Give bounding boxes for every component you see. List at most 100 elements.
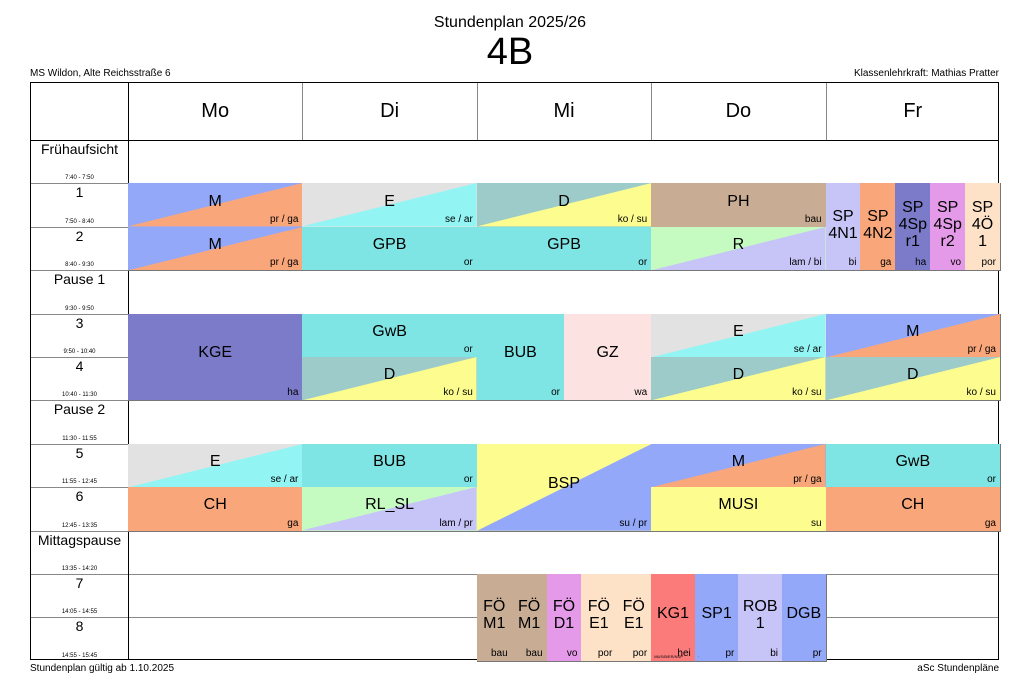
lesson-subject-line: FÖ (587, 598, 610, 616)
lesson-cell[interactable]: FÖ D1 vo (546, 574, 583, 662)
vendor-note: aSc Stundenpläne (917, 663, 999, 674)
row-name: 7 (75, 575, 84, 591)
lesson-cell[interactable]: SP 4Sp r1 ha (895, 183, 932, 272)
lesson-teacher: se / ar (444, 213, 473, 225)
lesson-cell[interactable]: DGB pr (782, 574, 827, 662)
day-column-divider (825, 83, 827, 140)
lesson-cell[interactable]: FÖ M1 bau (511, 574, 548, 662)
row-time: 9:50 - 10:40 (63, 348, 96, 355)
lesson-cell[interactable]: SP 4Sp r2 vo (930, 183, 967, 272)
lesson-subject: BSP (477, 475, 651, 492)
lesson-cell[interactable]: FÖ E1 por (581, 574, 618, 662)
lesson-subject-line: D (907, 366, 919, 384)
lesson-subject: DGB (782, 605, 826, 622)
lesson-split-background (651, 226, 826, 271)
lesson-subject: E (302, 193, 476, 210)
lesson-cell[interactable]: SP 4N1 bi (825, 183, 862, 272)
lesson-teacher: su / pr (619, 517, 648, 529)
lesson-teacher: lam / bi (789, 257, 822, 269)
lesson-cell[interactable]: GPB or (302, 226, 478, 272)
lesson-cell[interactable]: SP1 pr · (694, 574, 740, 662)
lesson-teacher: wa (634, 387, 648, 399)
lesson-subject-line: MUSI (718, 496, 759, 514)
lesson-teacher: or (463, 474, 473, 486)
row-label: 6 12:45 - 13:35 (31, 487, 128, 530)
lesson-cell[interactable]: MUSI su (651, 487, 827, 532)
lesson-cell[interactable]: CH ga (825, 487, 1001, 532)
lesson-subject-line: M (731, 452, 746, 470)
row-name: 2 (75, 227, 84, 244)
lesson-subject: CH (128, 496, 302, 513)
lesson-subject-line: 1 (755, 615, 765, 633)
lesson-teacher: pr / ga (270, 257, 299, 269)
lesson-subject-line: M1 (517, 615, 541, 633)
lesson-cell[interactable]: BSP su / pr (476, 443, 653, 532)
lesson-teacher: vo (566, 647, 578, 659)
lesson-cell[interactable]: GwB or (302, 313, 478, 358)
lesson-split-background (302, 183, 477, 227)
lesson-subject-line: GwB (895, 452, 931, 470)
lesson-subject: KG1 (651, 605, 695, 622)
lesson-split-background (476, 183, 652, 227)
lesson-cell[interactable]: ROB 1 bi (738, 574, 783, 662)
lesson-subject: M (651, 453, 825, 470)
lesson-cell[interactable]: GwB or (825, 443, 1001, 489)
lesson-subject: R (651, 236, 825, 253)
lesson-subject: FÖ M1 (477, 598, 512, 632)
lesson-cell[interactable]: GPB or (476, 226, 653, 272)
lesson-subject-line: E1 (623, 615, 644, 633)
row-name: Frühaufsicht (40, 141, 119, 157)
lesson-subject: SP 4Sp r1 (895, 199, 930, 250)
lesson-subject-line: D (732, 366, 745, 384)
lesson-teacher: bi (848, 257, 857, 269)
lesson-subject-line: M (208, 192, 222, 210)
lesson-subject-line: 4N2 (863, 224, 893, 242)
row-time: 11:55 - 12:45 (62, 479, 97, 486)
lesson-subject-line: SP1 (701, 604, 732, 622)
lesson-cell[interactable]: PH bau (651, 183, 827, 228)
lesson-cell[interactable]: FÖ E1 por (616, 574, 653, 662)
lesson-cell[interactable]: GZ wa (564, 313, 653, 402)
lesson-cell[interactable]: BUB or (302, 443, 478, 489)
lesson-cell[interactable]: CH ga (128, 487, 304, 532)
lesson-teacher: pr / ga (793, 474, 822, 486)
lesson-subject: SP 4N1 (826, 208, 861, 242)
lesson-cell[interactable]: KGE ha (128, 313, 304, 402)
lesson-cell[interactable]: SP 4N2 ga (860, 183, 897, 272)
school-name: MS Wildon, Alte Reichsstraße 6 (30, 68, 171, 79)
lesson-subject: M (128, 236, 302, 253)
day-header-mi: Mi (553, 100, 575, 122)
lesson-cell[interactable]: KG1 hei MUS/B/ER/NSP (651, 574, 696, 662)
row-name: 5 (75, 444, 84, 461)
lesson-cell[interactable]: SP 4Ö 1 por (965, 183, 1001, 272)
lesson-subject: FÖ M1 (512, 598, 547, 632)
lesson-teacher: or (463, 257, 473, 269)
lesson-subject-line: E (209, 452, 221, 470)
day-header-do: Do (725, 100, 752, 122)
lesson-cell[interactable]: RL_SL lam / pr (302, 487, 478, 532)
row-name: 3 (75, 314, 84, 331)
lesson-cell[interactable]: FÖ M1 bau (476, 574, 513, 662)
lesson-split-background (825, 313, 1000, 357)
lesson-teacher: bi (770, 647, 778, 659)
lesson-cell[interactable]: BUB or (476, 313, 565, 402)
lesson-subject-line: SP (902, 199, 924, 217)
lesson-subject-line: FÖ (622, 598, 645, 616)
lesson-subject: FÖ E1 (581, 598, 616, 632)
lesson-subject: SP 4Ö 1 (965, 199, 1000, 250)
row-label: 2 8:40 - 9:30 (31, 227, 128, 270)
lesson-split-background (651, 357, 826, 401)
row-time: 10:40 - 11:30 (62, 392, 97, 399)
